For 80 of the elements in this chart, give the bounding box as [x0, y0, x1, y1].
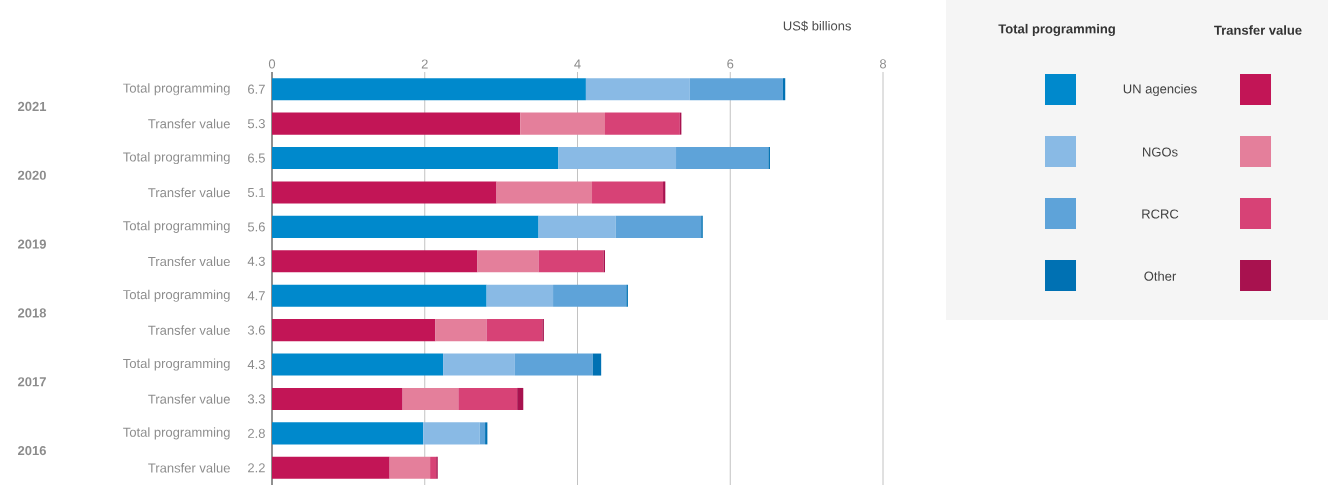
total-label: 6.5: [248, 153, 265, 163]
total-label: 5.6: [247, 222, 265, 232]
y-tick-label: Total programming: [123, 151, 230, 165]
bar: [389, 456, 431, 479]
total-label: 5.3: [247, 119, 265, 129]
bar: [689, 78, 783, 101]
bar: [458, 387, 518, 410]
y-tick-label: Transfer value: [148, 394, 230, 404]
bar: [585, 78, 690, 101]
bar: [272, 319, 436, 342]
total-label: 2.2: [248, 463, 265, 473]
text: 2018: [17, 308, 47, 318]
bar: [272, 147, 559, 170]
total-label: 3.6: [247, 325, 265, 335]
text: 2021: [17, 101, 47, 112]
y-tick-label: Transfer value: [148, 325, 230, 335]
bar: [272, 250, 478, 273]
total-label: 4.3: [247, 256, 265, 266]
bar: [272, 112, 521, 135]
total-label: 3.3: [247, 394, 265, 404]
bar: [272, 215, 539, 238]
bar: [486, 284, 554, 307]
x-axis-title: US$ billions: [783, 20, 851, 32]
bar: [272, 456, 390, 479]
bar: [486, 319, 543, 342]
x-tick-label: 6: [727, 59, 734, 69]
text: Transfer value: [1214, 25, 1302, 35]
total-label: 2.8: [248, 428, 265, 438]
bar: [592, 181, 664, 204]
bar: [520, 112, 605, 135]
bar: [272, 181, 497, 204]
y-tick-label: Total programming: [123, 83, 230, 96]
bar: [538, 215, 616, 238]
y-tick-label: Transfer value: [148, 118, 230, 129]
bar: [615, 215, 702, 238]
bar: [443, 353, 515, 376]
text: 2019: [17, 239, 46, 249]
bar: [514, 353, 593, 376]
text: 2020: [17, 170, 46, 180]
text: 2016: [17, 445, 46, 456]
bar: [676, 147, 769, 170]
total-label: 5.1: [247, 187, 265, 197]
y-tick-label: Transfer value: [148, 463, 230, 473]
bar: [477, 250, 539, 273]
bar: [558, 147, 677, 170]
text: 2017: [17, 377, 46, 387]
y-tick-label: Total programming: [123, 220, 230, 233]
text: Total programming: [998, 23, 1115, 37]
x-tick-label: 0: [268, 59, 276, 69]
bar: [592, 353, 602, 376]
bar: [479, 422, 486, 445]
bar: [402, 387, 459, 410]
x-tick-label: 2: [421, 59, 428, 69]
y-tick-label: Transfer value: [148, 187, 230, 198]
total-label: 4.3: [247, 359, 265, 370]
total-label: 4.7: [247, 291, 265, 301]
bar: [272, 353, 444, 376]
bar: [605, 112, 680, 135]
bar: [435, 319, 487, 342]
bar: [272, 422, 424, 445]
y-tick-label: Total programming: [123, 358, 230, 371]
text: RCRC: [1142, 209, 1179, 219]
bar: [272, 78, 586, 101]
bar: [272, 284, 487, 307]
x-tick-label: 8: [879, 59, 887, 69]
total-label: 6.7: [248, 84, 265, 94]
bar: [423, 422, 480, 445]
y-tick-label: Total programming: [123, 289, 230, 302]
bar: [496, 181, 593, 204]
bar: [430, 456, 437, 479]
text: NGOs: [1143, 147, 1178, 157]
x-tick-label: 4: [574, 59, 581, 69]
y-tick-label: Transfer value: [148, 256, 230, 267]
bar: [272, 387, 403, 410]
bar: [517, 387, 524, 410]
bar: [553, 284, 627, 307]
text: Other: [1144, 271, 1177, 281]
y-tick-label: Total programming: [123, 427, 230, 440]
bar: [538, 250, 604, 273]
text: UN agencies: [1123, 83, 1197, 97]
